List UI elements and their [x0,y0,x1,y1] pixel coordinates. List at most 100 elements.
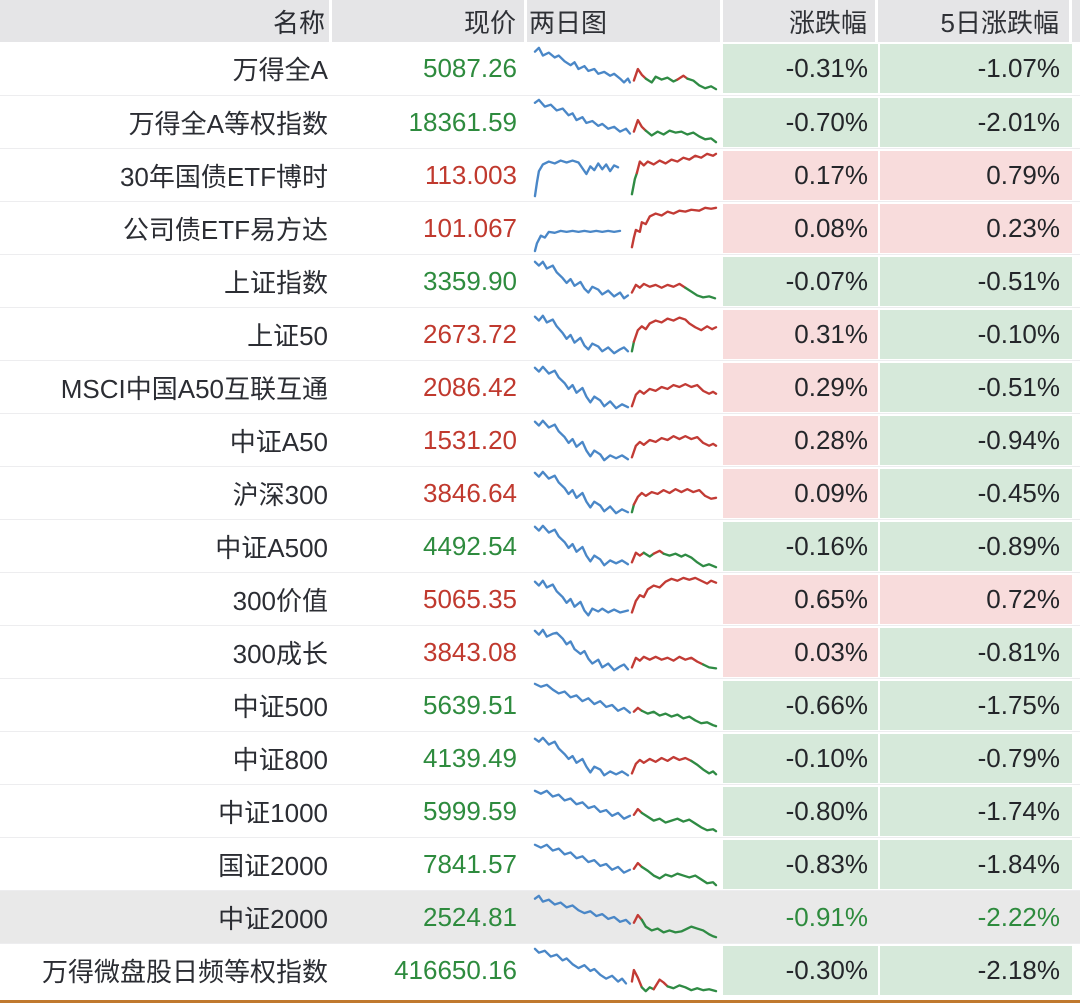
sparkline-chart [533,314,718,355]
two-day-sparkline [527,467,723,519]
sparkline-chart [533,260,717,300]
sparkline-chart [533,894,718,939]
row-right-margin [1072,308,1080,360]
change5-pct-cell: -0.51% [880,256,1072,306]
index-name: 公司债ETF易方达 [122,214,328,245]
table-row[interactable]: 中证800 4139.49 -0.10% -0.79% [0,731,1080,784]
change-pct-cell: 0.28% [723,415,878,465]
sparkline-chart [533,736,718,777]
row-right-margin [1072,467,1080,519]
row-right-margin [1072,626,1080,678]
index-price: 2086.42 [423,371,517,402]
two-day-sparkline [527,414,723,466]
sparkline-chart [533,98,718,144]
table-row[interactable]: 中证A500 4492.54 -0.16% -0.89% [0,519,1080,572]
row-right-margin [1072,361,1080,413]
index-name: 中证500 [232,691,328,722]
header-5day-change-pct[interactable]: 5日涨跌幅 [878,0,1072,42]
two-day-sparkline [527,308,723,360]
table-row[interactable]: 中证500 5639.51 -0.66% -1.75% [0,678,1080,731]
sparkline-chart [533,789,718,833]
index-price: 101.067 [423,212,517,243]
header-two-day-chart[interactable]: 两日图 [527,0,723,42]
index-price: 3359.90 [423,265,517,296]
index-name: 国证2000 [218,850,328,881]
change5-pct-cell: -1.75% [880,680,1072,730]
table-row[interactable]: 公司债ETF易方达 101.067 0.08% 0.23% [0,201,1080,254]
two-day-sparkline [527,785,723,837]
index-price: 4139.49 [423,742,517,773]
two-day-sparkline [527,679,723,731]
two-day-sparkline [527,944,723,996]
sparkline-chart [533,628,718,672]
index-price: 7841.57 [423,848,517,879]
sparkline-chart [533,365,718,410]
change5-pct-cell: -2.01% [880,97,1072,147]
two-day-sparkline [527,520,723,572]
change-pct-cell: -0.30% [723,945,878,995]
header-price[interactable]: 现价 [332,0,527,42]
sparkline-chart [533,470,718,515]
index-price: 5999.59 [423,795,517,826]
index-price: 416650.16 [394,954,517,985]
change5-pct-cell: -1.84% [880,839,1072,889]
change5-pct-cell: -2.18% [880,945,1072,995]
two-day-sparkline [527,891,723,943]
header-change-pct[interactable]: 涨跌幅 [723,0,878,42]
index-name: 300成长 [232,638,328,669]
change5-pct-cell: -0.81% [880,627,1072,677]
header-name[interactable]: 名称 [0,0,332,42]
change-pct-cell: 0.65% [723,574,878,624]
change-pct-cell: -0.16% [723,521,878,571]
change-pct-cell: -0.91% [785,901,868,932]
bottom-accent-line [0,1000,1080,1003]
table-row[interactable]: 30年国债ETF博时 113.003 0.17% 0.79% [0,148,1080,201]
index-name: 中证800 [232,744,328,775]
table-row[interactable]: 万得微盘股日频等权指数 416650.16 -0.30% -2.18% [0,943,1080,996]
sparkline-chart [533,152,718,198]
header-right-margin [1072,0,1080,42]
change5-pct-cell: 0.72% [880,574,1072,624]
table-row[interactable]: 中证A50 1531.20 0.28% -0.94% [0,413,1080,466]
change5-pct-cell: 0.23% [880,203,1072,253]
table-row[interactable]: MSCI中国A50互联互通 2086.42 0.29% -0.51% [0,360,1080,413]
index-price: 5639.51 [423,689,517,720]
index-name: 上证指数 [223,267,328,298]
change5-pct-cell: -0.94% [880,415,1072,465]
table-row[interactable]: 上证指数 3359.90 -0.07% -0.51% [0,254,1080,307]
table-row[interactable]: 万得全A等权指数 18361.59 -0.70% -2.01% [0,95,1080,148]
index-price: 5087.26 [423,53,517,83]
change-pct-cell: -0.07% [723,256,878,306]
row-right-margin [1072,785,1080,837]
index-name: 沪深300 [232,479,328,510]
two-day-sparkline [527,361,723,413]
sparkline-chart [533,46,718,90]
change5-pct-cell: -0.51% [880,362,1072,412]
table-row[interactable]: 万得全A 5087.26 -0.31% -1.07% [0,42,1080,95]
change5-pct-cell: -1.74% [880,786,1072,836]
table-header: 名称 现价 两日图 涨跌幅 5日涨跌幅 [0,0,1080,42]
change5-pct-cell: -2.22% [977,901,1060,932]
table-row[interactable]: 300价值 5065.35 0.65% 0.72% [0,572,1080,625]
index-name: 万得微盘股日频等权指数 [41,956,328,987]
change5-pct-cell: -0.45% [880,468,1072,518]
index-name: 上证50 [247,320,328,351]
index-price: 4492.54 [423,530,517,561]
row-right-margin [1072,679,1080,731]
table-row[interactable]: 沪深300 3846.64 0.09% -0.45% [0,466,1080,519]
two-day-sparkline [527,96,723,148]
row-right-margin [1072,891,1080,943]
table-row[interactable]: 上证50 2673.72 0.31% -0.10% [0,307,1080,360]
table-row[interactable]: 300成长 3843.08 0.03% -0.81% [0,625,1080,678]
index-price: 2524.81 [423,901,517,932]
index-price: 3843.08 [423,636,517,667]
index-price: 113.003 [424,159,517,190]
two-day-sparkline [527,732,723,784]
table-row[interactable]: 国证2000 7841.57 -0.83% -1.84% [0,837,1080,890]
row-right-margin [1072,520,1080,572]
change5-pct-cell: 0.79% [880,150,1072,200]
table-row[interactable]: 中证1000 5999.59 -0.80% -1.74% [0,784,1080,837]
two-day-sparkline [527,838,723,890]
table-row[interactable]: 中证2000 2524.81 -0.91% -2.22% [0,890,1080,943]
